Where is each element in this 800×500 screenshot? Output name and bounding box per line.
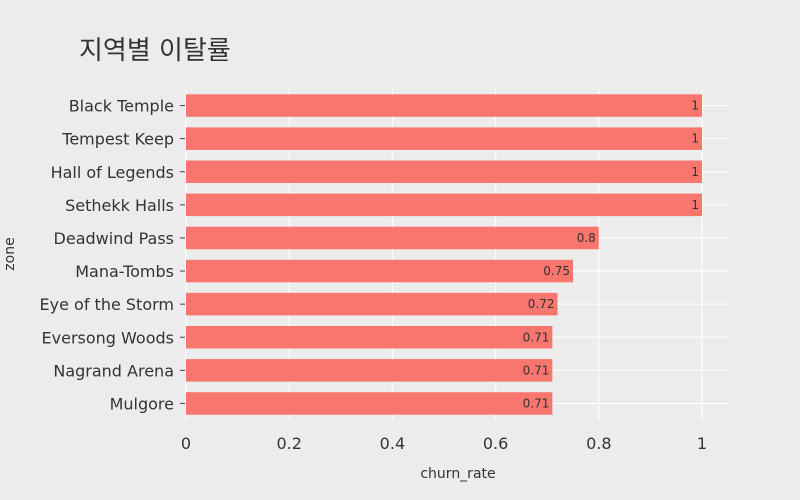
- bar: [186, 127, 702, 150]
- bar-value-label: 0.71: [523, 396, 550, 410]
- x-tick-label: 0.2: [276, 434, 301, 453]
- bar: [186, 292, 558, 316]
- y-axis: Black Temple Tempest Keep Hall of Legends S…: [40, 97, 185, 413]
- bar-value-label: 0.72: [528, 297, 555, 311]
- y-axis-title: zone: [2, 237, 18, 270]
- y-tick-label: Hall of Legends: [51, 163, 174, 182]
- x-tick-label: 0.6: [483, 434, 508, 453]
- data-labels: 1 1 1 1 0.8 0.75 0.72 0.71 0.71 0.71: [523, 99, 699, 411]
- y-tick-label: Mulgore: [110, 394, 174, 413]
- x-axis: 0 0.2 0.4 0.6 0.8 1: [181, 434, 707, 453]
- bar-value-label: 0.8: [577, 231, 596, 245]
- y-tick-label: Eversong Woods: [42, 328, 174, 347]
- bar-value-label: 0.71: [523, 363, 550, 377]
- y-tick-label: Deadwind Pass: [54, 229, 174, 248]
- x-tick-label: 0: [181, 434, 191, 453]
- x-tick-label: 0.4: [380, 434, 405, 453]
- y-tick-label: Sethekk Halls: [65, 196, 174, 215]
- y-tick-label: Eye of the Storm: [40, 295, 174, 314]
- bars: [186, 94, 702, 415]
- bar-value-label: 1: [691, 165, 699, 179]
- x-tick-label: 1: [697, 434, 707, 453]
- bar-value-label: 0.71: [523, 330, 550, 344]
- bar: [186, 193, 702, 217]
- bar-value-label: 1: [691, 198, 699, 212]
- y-tick-label: Black Temple: [69, 97, 174, 116]
- x-axis-title: churn_rate: [420, 466, 495, 482]
- bar-value-label: 0.75: [543, 264, 570, 278]
- bar: [186, 94, 702, 117]
- y-tick-label: Nagrand Arena: [53, 361, 174, 380]
- bar: [186, 359, 553, 382]
- chart-title: 지역별 이탈률: [79, 36, 231, 66]
- bar-value-label: 1: [691, 132, 699, 146]
- bar: [186, 259, 573, 283]
- y-tick-label: Tempest Keep: [61, 130, 174, 149]
- y-tick-label: Mana-Tombs: [75, 262, 174, 281]
- bar: [186, 392, 553, 415]
- bar: [186, 160, 702, 184]
- bar-value-label: 1: [691, 99, 699, 113]
- bar: [186, 325, 553, 349]
- bar: [186, 226, 599, 250]
- x-tick-label: 0.8: [586, 434, 611, 453]
